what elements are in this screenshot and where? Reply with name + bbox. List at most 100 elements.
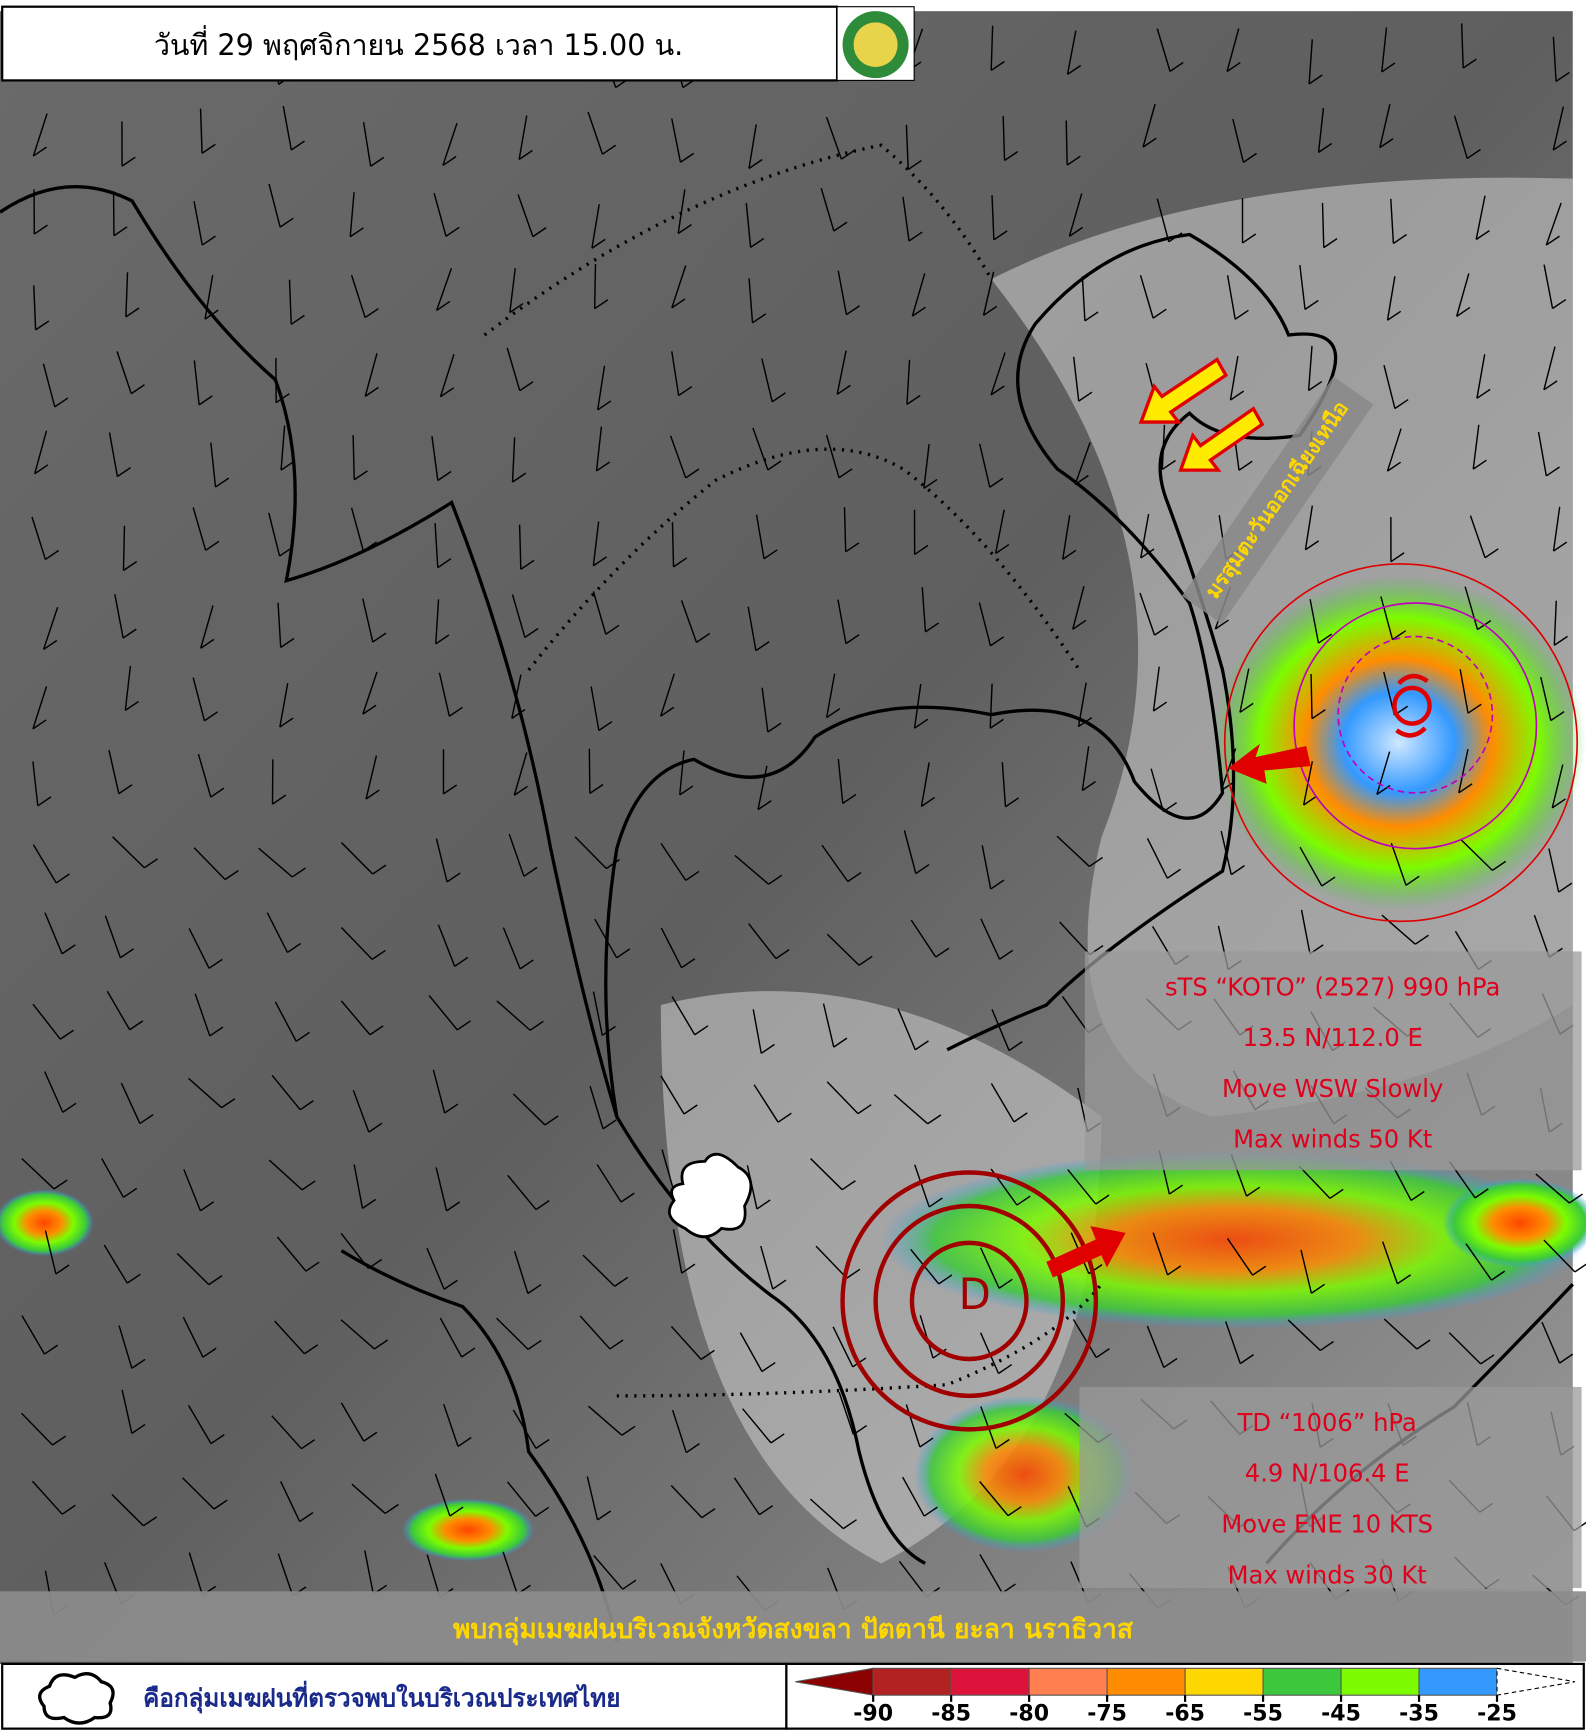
barb: [915, 863, 930, 875]
barb: [45, 549, 60, 561]
barb: [1475, 229, 1490, 241]
barb: [353, 1164, 364, 1209]
barb: [763, 549, 778, 560]
barb: [772, 1279, 787, 1290]
barb: [1459, 669, 1469, 714]
barb: [925, 622, 940, 633]
barb: [1142, 103, 1156, 148]
cloud-icon: [38, 1672, 115, 1725]
barb: [340, 926, 373, 960]
barb: [825, 434, 840, 478]
barb: [1072, 585, 1085, 630]
barb: [1246, 1186, 1261, 1197]
barb: [810, 1158, 843, 1191]
barb: [906, 394, 921, 406]
barb: [1167, 1265, 1182, 1276]
barb: [989, 683, 993, 729]
barb: [435, 838, 448, 883]
barb: [275, 393, 290, 404]
barb: [775, 949, 790, 960]
barb: [978, 602, 992, 646]
barb: [907, 159, 922, 171]
barb: [1230, 390, 1245, 401]
barb: [437, 470, 452, 482]
barb: [1393, 233, 1408, 245]
barb: [280, 425, 286, 471]
barb: [683, 1104, 698, 1115]
barb: [1480, 1354, 1495, 1365]
barb: [923, 478, 938, 489]
barb: [838, 468, 853, 479]
barb: [125, 307, 140, 318]
scale-swatch: [1184, 1667, 1264, 1696]
barb: [277, 1553, 294, 1597]
barb: [999, 949, 1014, 960]
barb: [362, 704, 377, 715]
storm-info: 13.5 N/112.0 E: [1243, 1023, 1423, 1052]
barb: [433, 193, 447, 237]
barb: [825, 673, 836, 718]
barb: [914, 718, 929, 729]
barb: [456, 1020, 471, 1031]
barb: [52, 1435, 67, 1446]
barb: [760, 1245, 774, 1290]
barb: [432, 1069, 446, 1114]
barb: [352, 435, 355, 480]
barb: [1074, 442, 1091, 485]
barb: [1475, 195, 1486, 240]
barb: [435, 634, 450, 645]
barb: [750, 237, 765, 248]
barb: [1056, 835, 1090, 867]
barb: [340, 842, 374, 875]
barb: [517, 194, 534, 237]
move-arrow: [1046, 1226, 1126, 1278]
barb: [1062, 515, 1071, 560]
barb: [123, 1187, 138, 1198]
barb: [592, 591, 607, 635]
barb: [268, 183, 281, 228]
barb: [1559, 1353, 1574, 1364]
barb: [512, 1409, 537, 1449]
barb: [1077, 682, 1087, 727]
barb: [350, 274, 366, 318]
barb: [659, 673, 675, 717]
barb: [1072, 356, 1080, 402]
barb: [752, 1009, 762, 1054]
barb: [200, 1201, 215, 1212]
barb: [435, 1167, 448, 1212]
storm-info: Move ENE 10 KTS: [1221, 1509, 1433, 1538]
td-rings: [840, 1170, 1099, 1432]
barb: [1381, 62, 1396, 73]
barb: [602, 144, 617, 155]
barb: [1061, 995, 1089, 1033]
barb: [991, 195, 995, 240]
barb: [352, 1090, 370, 1133]
barb: [1252, 1265, 1267, 1276]
storm-cloud: [1211, 575, 1586, 911]
barb: [524, 627, 539, 639]
barb: [204, 711, 219, 722]
barb: [1153, 701, 1168, 712]
barb: [258, 847, 293, 878]
barb: [435, 599, 440, 644]
barb: [616, 948, 631, 959]
barb: [508, 833, 525, 877]
barb: [671, 351, 680, 396]
barb: [927, 1114, 942, 1125]
barb: [592, 556, 607, 567]
barb: [42, 606, 59, 650]
barb: [1311, 1283, 1326, 1294]
barb: [362, 1198, 377, 1209]
barb: [1467, 703, 1482, 714]
banner-bg: [0, 1591, 1586, 1662]
barb: [1552, 106, 1565, 151]
barb: [694, 1025, 709, 1036]
barb: [919, 1437, 934, 1448]
barb: [1540, 676, 1552, 721]
barb: [1239, 1354, 1254, 1365]
barb: [1410, 1190, 1425, 1202]
barb: [1386, 276, 1396, 321]
barb: [506, 347, 521, 391]
storm-info: sTS “KOTO” (2527) 990 hPa: [1165, 972, 1500, 1001]
barb: [1088, 856, 1103, 868]
